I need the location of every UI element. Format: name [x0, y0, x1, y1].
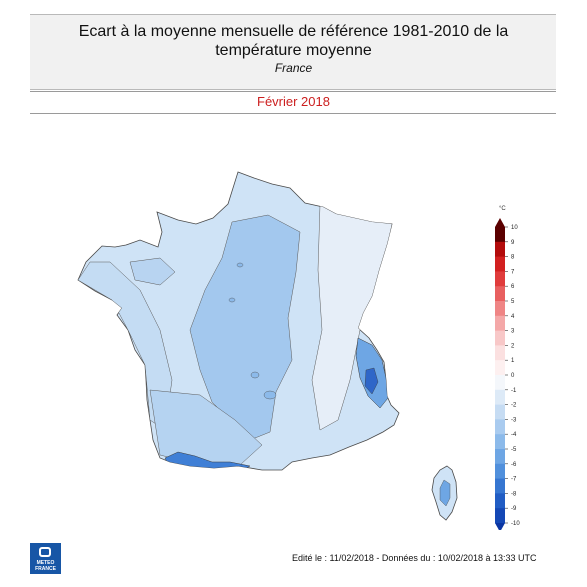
period-label: Février 2018: [257, 94, 330, 109]
colorbar-swatch: [495, 463, 505, 480]
colorbar-swatch: [495, 360, 505, 376]
edition-footer: Edité le : 11/02/2018 - Données du : 10/…: [292, 553, 537, 563]
colorbar-tick-label: 1: [511, 358, 515, 364]
colorbar-swatch: [495, 256, 505, 272]
colorbar-swatch: [495, 271, 505, 287]
colorbar-tick-label: -8: [511, 491, 517, 497]
colorbar-tick-label: -9: [511, 506, 517, 512]
colorbar-swatch: [495, 375, 505, 391]
brittany-patch: [129, 257, 176, 286]
colorbar-tick-label: -2: [511, 403, 517, 409]
colorbar-tick-label: 7: [511, 269, 515, 275]
colorbar-tick-label: 10: [511, 225, 518, 231]
logo-text-1: METEO: [36, 560, 55, 566]
colorbar-tick-label: -6: [511, 462, 517, 468]
interior-spot: [228, 297, 236, 303]
corsica-cold-zone: [439, 479, 451, 507]
colorbar-tick-label: -1: [511, 388, 517, 394]
colorbar-swatch: [495, 404, 505, 420]
colorbar-unit: °C: [499, 206, 506, 212]
region-label: France: [274, 61, 313, 75]
colorbar-tick-label: 4: [511, 314, 515, 320]
colorbar-tick-label: 8: [511, 255, 515, 261]
colorbar-swatch: [495, 330, 505, 346]
meteo-france-logo: METEO FRANCE: [30, 543, 61, 574]
colorbar-tick-label: 2: [511, 343, 515, 349]
massif-central-spot: [250, 371, 260, 379]
massif-central-spot: [263, 390, 277, 400]
divider-top: [30, 91, 556, 92]
colorbar-tick-label: -5: [511, 447, 517, 453]
colorbar-tick-label: -4: [511, 432, 517, 438]
colorbar-swatch: [495, 345, 505, 361]
colorbar-swatch: [495, 434, 505, 450]
divider-bottom: [30, 113, 556, 114]
logo-emblem-icon: [39, 547, 51, 557]
colorbar-swatch: [495, 301, 505, 317]
colorbar-tick-label: 9: [511, 240, 515, 246]
colorbar-swatch: [495, 315, 505, 332]
colorbar-bottom-arrow: [495, 523, 505, 530]
colorbar-swatch: [495, 449, 505, 465]
map-title: Ecart à la moyenne mensuelle de référenc…: [0, 22, 587, 60]
interior-spot: [236, 262, 244, 268]
header-panel: [30, 14, 556, 90]
colorbar-tick-label: 3: [511, 329, 515, 335]
title-line-1: Ecart à la moyenne mensuelle de référenc…: [78, 23, 509, 40]
temperature-anomaly-map: [77, 171, 458, 521]
colorbar-swatch: [495, 241, 505, 258]
colorbar-swatch: [495, 286, 505, 302]
colorbar-top-arrow: [495, 218, 505, 227]
colorbar-tick-label: -3: [511, 417, 517, 423]
alps-peak-zone: [364, 367, 379, 395]
colorbar-swatch: [495, 508, 505, 524]
colorbar-swatch: [495, 478, 505, 494]
colorbar-swatch: [495, 227, 505, 243]
colorbar-tick-label: -10: [511, 521, 520, 527]
colorbar-tick-label: 6: [511, 284, 515, 290]
colorbar-tick-label: 0: [511, 373, 515, 379]
southwest-band: [149, 389, 263, 466]
colorbar-swatch: [495, 419, 505, 435]
colorbar-tick-label: 5: [511, 299, 515, 305]
colorbar-swatch: [495, 389, 505, 406]
colorbar-tick-label: -7: [511, 477, 517, 483]
title-line-2: température moyenne: [215, 42, 372, 59]
logo-text-2: FRANCE: [35, 566, 56, 572]
central-cold-band: [189, 214, 301, 441]
colorbar-swatch: [495, 493, 505, 509]
